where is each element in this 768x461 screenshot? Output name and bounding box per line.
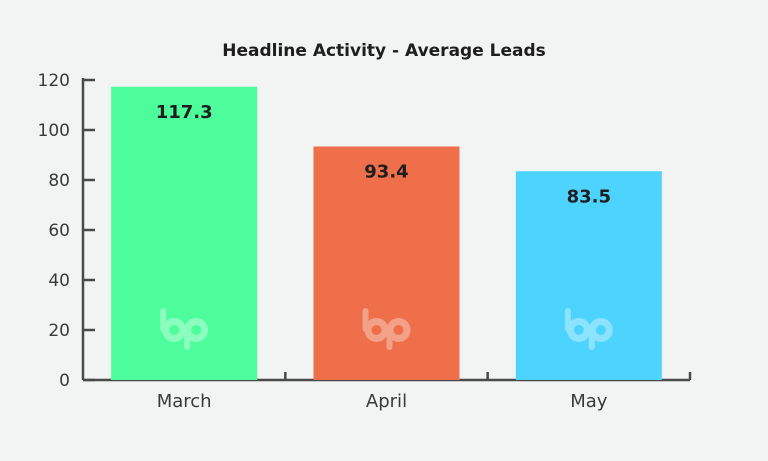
y-tick-label: 120 (38, 71, 70, 91)
data-label-april: 93.4 (364, 162, 408, 183)
y-tick-label: 40 (48, 271, 70, 291)
x-tick-label-march: March (157, 391, 212, 412)
x-tick-label-may: May (570, 391, 608, 412)
data-label-may: 83.5 (567, 186, 611, 207)
bar-may (515, 171, 662, 380)
y-axis: 0 20 40 60 80 100 120 (38, 71, 95, 391)
bp-logo-icon (564, 308, 613, 350)
y-tick-label: 60 (48, 221, 70, 241)
y-tick-label: 100 (38, 121, 70, 141)
bar-march (111, 86, 258, 380)
data-label-march: 117.3 (156, 102, 213, 123)
y-tick-label: 20 (48, 321, 70, 341)
x-tick-label-april: April (366, 391, 407, 412)
bp-logo-icon (160, 308, 209, 350)
chart-title: Headline Activity - Average Leads (222, 41, 546, 61)
bars-group: 117.3 93.4 83.5 (111, 86, 662, 380)
bp-logo-icon (362, 308, 411, 350)
y-tick-label: 80 (48, 171, 70, 191)
bar-april (313, 146, 460, 380)
y-tick-label: 0 (59, 371, 70, 391)
